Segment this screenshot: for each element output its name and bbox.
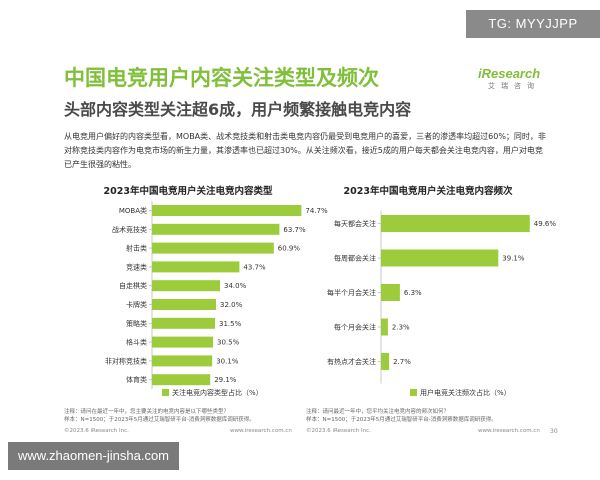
- footer-site-left: www.iresearch.com.cn: [230, 428, 292, 434]
- right-value-label: 39.1%: [502, 255, 525, 263]
- left-category-label: 自走棋类: [119, 281, 147, 290]
- page-subtitle: 头部内容类型关注超6成，用户频繁接触电竞内容: [64, 100, 412, 119]
- left-bar: [152, 299, 216, 310]
- left-category-label: 策略类: [126, 319, 147, 328]
- left-value-label: 34.0%: [224, 282, 247, 290]
- right-bar: [381, 249, 499, 267]
- left-value-label: 32.0%: [220, 301, 243, 309]
- right-sample-line: 样本：N=1500；于2023年5月通过艾瑞智研平台-消费洞察数据库调研获得。: [306, 417, 497, 423]
- right-chart-notes: 注释：请问最近一年中，您平均关注电竞内容的频次如何？ 样本：N=1500；于20…: [306, 408, 546, 424]
- right-legend-label: 用户电竞关注频次占比（%）: [420, 388, 511, 397]
- left-bar: [152, 317, 215, 329]
- description-text: 从电竞用户偏好的内容类型看，MOBA类、战术竞技类和射击类电竞内容仍最受到电竞用…: [64, 132, 546, 169]
- page-number: 30: [550, 428, 558, 435]
- left-category-label: 竞速类: [126, 262, 147, 271]
- left-chart-notes: 注释：请问在最近一年中，您主要关注的电竞内容是以下哪些类型？ 样本：N=1500…: [64, 408, 304, 424]
- right-value-label: 2.3%: [392, 324, 410, 332]
- right-value-label: 49.6%: [534, 220, 557, 228]
- right-chart-title: 2023年中国电竞用户关注电竞内容频次: [343, 186, 513, 197]
- left-legend-swatch: [162, 389, 169, 396]
- right-legend-swatch: [410, 389, 417, 396]
- left-category-label: 射击类: [126, 244, 147, 253]
- right-category-label: 每个月会关注: [334, 323, 376, 332]
- page-title: 中国电竞用户内容关注类型及频次: [64, 66, 379, 90]
- left-chart-title: 2023年中国电竞用户关注电竞内容类型: [103, 186, 273, 197]
- left-category-label: 战术竞技类: [112, 225, 147, 234]
- right-value-label: 6.3%: [404, 289, 422, 297]
- left-bar: [152, 242, 274, 254]
- left-bar: [152, 223, 280, 235]
- right-bar: [381, 284, 400, 301]
- left-value-label: 31.5%: [219, 320, 242, 328]
- left-value-label: 29.1%: [214, 376, 237, 384]
- footer-site-right: www.iresearch.com.cn: [478, 428, 540, 434]
- right-category-label: 有热点才会关注: [327, 357, 376, 366]
- left-value-label: 60.9%: [278, 245, 301, 253]
- footer-copyright-right: ©2023.6 iResearch Inc.: [306, 428, 371, 434]
- left-value-label: 43.7%: [243, 263, 266, 271]
- left-value-label: 74.7%: [305, 207, 328, 215]
- left-bar: [152, 205, 302, 216]
- right-note-line: 注释：请问最近一年中，您平均关注电竞内容的频次如何？: [306, 409, 450, 415]
- footer-copyright-left: ©2023.6 iResearch Inc.: [64, 428, 129, 434]
- iresearch-logo: iResearch 艾瑞咨询: [478, 66, 540, 96]
- left-category-label: 体育类: [126, 375, 147, 384]
- left-category-label: 非对称竞技类: [105, 356, 147, 365]
- left-value-label: 30.5%: [217, 339, 240, 347]
- tg-badge: TG: MYYJJPP: [466, 10, 600, 38]
- left-category-label: MOBA类: [119, 206, 147, 215]
- left-bar: [152, 336, 213, 348]
- left-value-label: 30.1%: [216, 357, 239, 365]
- right-value-label: 2.7%: [393, 358, 411, 366]
- left-bar: [152, 355, 213, 367]
- left-bar: [152, 261, 240, 273]
- left-sample-line: 样本：N=1500；于2023年5月通过艾瑞智研平台-消费洞察数据库调研获得。: [64, 417, 255, 423]
- left-bar: [152, 374, 211, 386]
- right-category-label: 每周都会关注: [334, 254, 376, 263]
- left-note-line: 注释：请问在最近一年中，您主要关注的电竞内容是以下哪些类型？: [64, 409, 230, 415]
- left-bar: [152, 280, 220, 292]
- watermark-banner: www.zhaomen-jinsha.com: [8, 442, 180, 470]
- right-category-label: 每天都会关注: [334, 219, 376, 228]
- right-bar: [381, 353, 390, 370]
- right-bar: [381, 318, 388, 336]
- right-category-label: 每半个月会关注: [327, 288, 376, 297]
- logo-brand: iResearch: [478, 66, 541, 81]
- left-category-label: 卡牌类: [126, 300, 147, 309]
- left-legend-label: 关注电竞内容类型占比（%）: [172, 388, 263, 397]
- left-category-label: 格斗类: [126, 338, 147, 347]
- logo-sub: 艾瑞咨询: [488, 82, 540, 90]
- left-value-label: 63.7%: [283, 226, 306, 234]
- right-bar: [381, 215, 530, 232]
